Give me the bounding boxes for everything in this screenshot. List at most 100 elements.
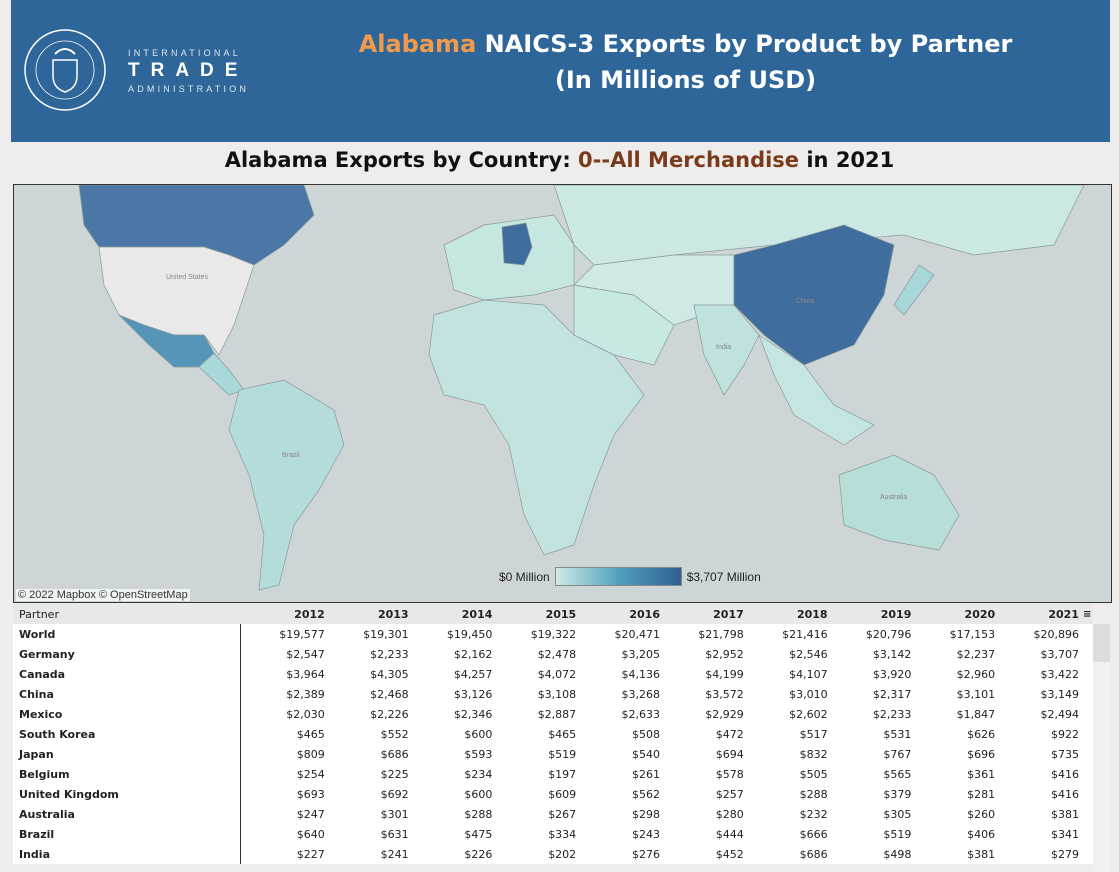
map-credit[interactable]: © 2022 Mapbox © OpenStreetMap [16,589,190,601]
partner-name: Australia [13,804,241,824]
year-header[interactable]: 2012 [294,607,325,621]
africa [428,299,645,556]
southeast-asia [758,334,875,446]
export-value: $640 [296,827,325,841]
export-value: $465 [548,727,577,741]
header-banner: INTERNATIONAL TRADE ADMINISTRATION Alaba… [11,0,1110,142]
table-row[interactable]: Canada $3,964 $4,305 $4,257 $4,072 $4,136 $4,1… [13,664,1093,684]
table-row[interactable]: World $19,577 $19,301 $19,450 $19,322 $20,471… [13,624,1093,644]
export-value: $20,471 [614,627,660,641]
sort-icon[interactable]: ≡ [1082,608,1092,620]
export-value: $626 [967,727,996,741]
export-value: $4,257 [453,667,493,681]
export-value: $281 [967,787,996,801]
partner-name: Belgium [13,764,241,784]
export-value: $19,450 [446,627,493,641]
map-title-suffix: in 2021 [799,148,895,172]
table-row[interactable]: China $2,389 $2,468 $3,126 $3,108 $3,268 $3,57… [13,684,1093,704]
scrollbar[interactable] [1093,624,1110,872]
export-value: $565 [883,767,912,781]
exports-table: Partner 2012 2013 2014 2015 2016 2017 2018 2019… [13,604,1093,864]
export-value: $3,422 [1040,667,1079,681]
partner-name: Mexico [13,704,241,724]
year-header[interactable]: 2013 [377,607,409,621]
choropleth-map[interactable]: United States China India Brazil Austral… [13,184,1112,603]
table-row[interactable]: Japan $809 $686 $593 $519 $540 $694 $832 $767 $69… [13,744,1093,764]
export-value: $2,887 [537,707,577,721]
year-header[interactable]: 2014 [461,607,493,621]
export-value: $2,478 [537,647,577,661]
export-value: $519 [883,827,912,841]
year-header[interactable]: 2015 [545,607,577,621]
year-header[interactable]: 2021 [1048,607,1079,621]
map-title-product[interactable]: 0--All Merchandise [578,148,800,172]
table-row[interactable]: Brazil $640 $631 $475 $334 $243 $444 $666 $519 $4… [13,824,1093,844]
export-value: $609 [548,787,577,801]
export-value: $19,322 [530,627,577,641]
export-value: $475 [464,827,493,841]
map-canvas[interactable]: United States China India Brazil Austral… [14,185,1112,603]
export-value: $280 [715,807,744,821]
export-value: $666 [799,827,828,841]
export-value: $226 [464,847,493,861]
partner-header[interactable]: Partner [19,607,59,621]
color-legend: $0 Million $3,707 Million [499,567,761,586]
table-row[interactable]: South Korea $465 $552 $600 $465 $508 $472 $517 $… [13,724,1093,744]
table-row[interactable]: Germany $2,547 $2,233 $2,162 $2,478 $3,205 $2,… [13,644,1093,664]
export-value: $3,101 [956,687,996,701]
country-china [733,224,895,366]
export-value: $267 [548,807,577,821]
export-value: $3,964 [286,667,325,681]
export-value: $2,346 [453,707,493,721]
export-value: $227 [296,847,325,861]
export-value: $508 [631,727,660,741]
year-header[interactable]: 2016 [629,607,660,621]
table-row[interactable]: Australia $247 $301 $288 $267 $298 $280 $232 $30… [13,804,1093,824]
year-header[interactable]: 2017 [713,607,744,621]
page-title: Alabama NAICS-3 Exports by Product by Pa… [261,26,1110,98]
export-value: $593 [464,747,493,761]
table-row[interactable]: India $227 $241 $226 $202 $276 $452 $686 $498 $38… [13,844,1093,864]
export-value: $696 [967,747,996,761]
map-label-china: China [796,298,814,305]
export-value: $4,072 [537,667,577,681]
export-value: $243 [631,827,660,841]
export-value: $2,030 [286,707,325,721]
export-value: $631 [380,827,409,841]
country-greenland [314,185,454,225]
table-row[interactable]: Belgium $254 $225 $234 $197 $261 $578 $505 $565 $… [13,764,1093,784]
map-label-india: India [716,344,731,351]
export-value: $381 [967,847,996,861]
export-value: $4,199 [705,667,744,681]
export-value: $540 [631,747,660,761]
ita-logo: INTERNATIONAL TRADE ADMINISTRATION [128,48,249,94]
central-america [198,352,245,396]
table-header: Partner 2012 2013 2014 2015 2016 2017 2018 2019… [13,604,1093,624]
year-header[interactable]: 2019 [880,607,912,621]
export-value: $21,798 [698,627,744,641]
partner-name: South Korea [13,724,241,744]
logo-line1: INTERNATIONAL [128,48,241,58]
export-value: $20,896 [1033,627,1079,641]
export-value: $381 [1050,807,1079,821]
export-value: $2,952 [705,647,744,661]
export-value: $2,960 [956,667,996,681]
table-body: World $19,577 $19,301 $19,450 $19,322 $20,471… [13,624,1093,864]
export-value: $2,547 [286,647,325,661]
export-value: $3,142 [872,647,912,661]
export-value: $693 [296,787,325,801]
year-header[interactable]: 2018 [796,607,828,621]
partner-name: United Kingdom [13,784,241,804]
year-header[interactable]: 2020 [964,607,996,621]
export-value: $2,317 [872,687,912,701]
export-value: $301 [380,807,409,821]
export-value: $600 [464,727,493,741]
table-row[interactable]: United Kingdom $693 $692 $600 $609 $562 $257 $2… [13,784,1093,804]
export-value: $20,796 [865,627,912,641]
scrollbar-thumb[interactable] [1093,624,1110,662]
export-value: $562 [631,787,660,801]
table-row[interactable]: Mexico $2,030 $2,226 $2,346 $2,887 $2,633 $2,9… [13,704,1093,724]
export-value: $498 [883,847,912,861]
export-value: $3,149 [1040,687,1079,701]
export-value: $2,468 [370,687,409,701]
